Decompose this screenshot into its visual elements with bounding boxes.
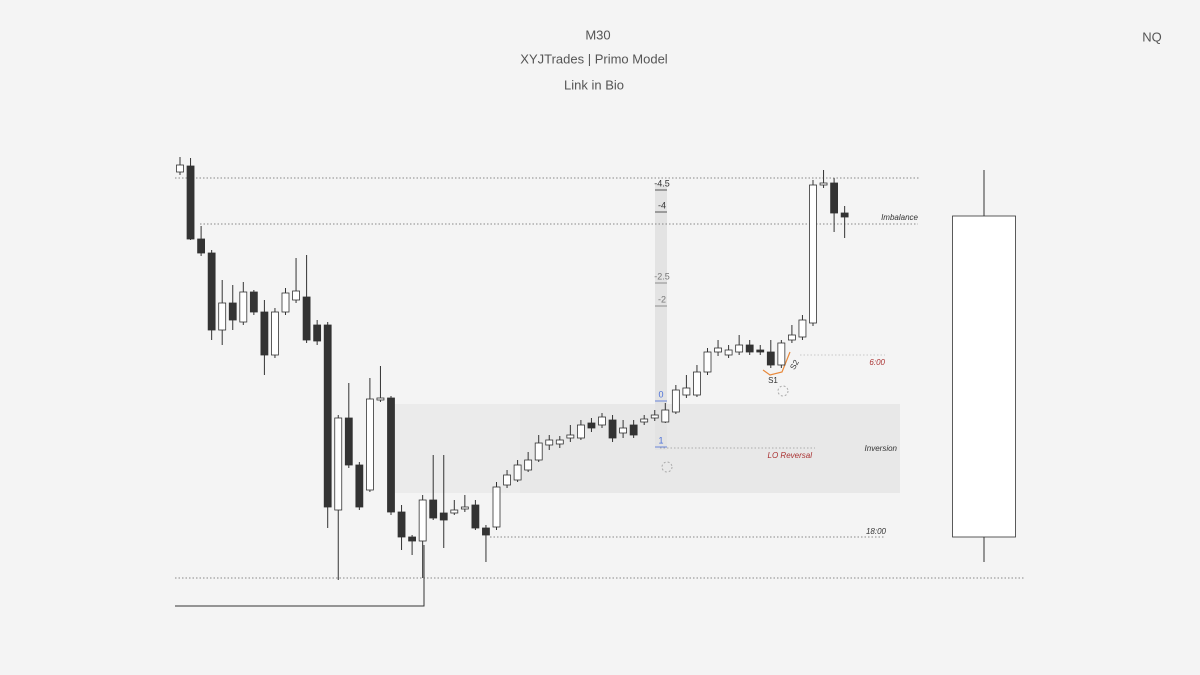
- candle-body: [524, 459, 533, 471]
- annotation: 6:00: [869, 358, 885, 367]
- annotation: LO Reversal: [768, 451, 813, 460]
- candle-body: [492, 486, 501, 528]
- candle-body: [587, 422, 596, 429]
- annotation: S2: [788, 358, 801, 371]
- candle-body: [640, 418, 649, 423]
- candle-body: [344, 417, 353, 466]
- candle-body: [334, 417, 343, 511]
- candle-body: [207, 252, 216, 331]
- caption: Link in Bio: [564, 77, 624, 92]
- annotation: -2.5: [654, 271, 670, 281]
- candle-body: [534, 442, 543, 461]
- candle-body: [830, 182, 838, 214]
- candle-body: [176, 164, 184, 173]
- annotation: -2: [658, 294, 666, 304]
- candle-body: [714, 347, 722, 353]
- candle-body: [355, 464, 364, 508]
- candle-body: [682, 387, 691, 396]
- candle-body: [397, 511, 406, 538]
- candle-body: [661, 409, 670, 423]
- candle-body: [313, 324, 322, 342]
- candle-body: [408, 536, 417, 542]
- candle-body: [387, 397, 395, 513]
- candle-body: [292, 290, 300, 301]
- annotation: -4: [658, 200, 666, 210]
- candle-body: [619, 427, 627, 434]
- candle-body: [766, 351, 775, 366]
- candle-body: [249, 291, 258, 313]
- candle-body: [840, 212, 849, 218]
- sweep-line: [175, 545, 425, 607]
- candle-body: [809, 184, 817, 324]
- levels: [175, 177, 1025, 579]
- candle-body: [281, 292, 290, 313]
- subtitle: XYJTrades | Primo Model: [520, 51, 667, 66]
- candle-body: [239, 291, 248, 323]
- candle-body: [503, 474, 511, 486]
- candle-body: [186, 165, 195, 240]
- candle-body: [218, 302, 227, 331]
- zone-inner: [520, 404, 900, 493]
- candle-body: [271, 311, 279, 356]
- candle-body: [724, 349, 733, 356]
- fib-bar: [655, 184, 667, 450]
- candle-body: [952, 215, 1016, 538]
- candle-body: [608, 419, 617, 439]
- candle-body: [598, 416, 606, 426]
- candle-body: [735, 344, 744, 353]
- candle-body: [693, 371, 701, 396]
- symbol: NQ: [1142, 29, 1162, 44]
- candle-body: [471, 504, 480, 529]
- candle-body: [302, 296, 311, 341]
- candle-body: [650, 414, 659, 419]
- candle-body: [756, 349, 765, 353]
- candle-body: [228, 302, 237, 321]
- candle-body: [439, 512, 448, 521]
- annotation: S1: [768, 376, 778, 385]
- candle-body: [555, 439, 564, 445]
- candle-body: [260, 311, 269, 356]
- candle-body: [703, 351, 712, 373]
- candle-body: [323, 324, 332, 508]
- candle-body: [429, 499, 438, 519]
- candle-body: [745, 344, 754, 353]
- annotation: 0: [658, 389, 663, 399]
- annotation: Imbalance: [881, 213, 918, 222]
- candle-body: [629, 424, 638, 436]
- candle-body: [545, 439, 554, 446]
- annotation: -4.5: [654, 178, 670, 188]
- annotation: Inversion: [865, 444, 898, 453]
- candle-body: [788, 334, 796, 341]
- candle-body: [376, 397, 385, 401]
- candle-body: [450, 509, 459, 514]
- candle-body: [798, 319, 807, 338]
- candle-body: [418, 499, 427, 542]
- candle-body: [566, 434, 575, 439]
- candle-body: [513, 464, 522, 481]
- marker: [777, 385, 789, 397]
- candle-body: [197, 238, 206, 254]
- candle-body: [819, 182, 828, 186]
- annotation: 1: [658, 435, 663, 445]
- candle-body: [460, 506, 469, 510]
- annotation: 18:00: [866, 527, 887, 536]
- candle-body: [365, 398, 374, 491]
- swing-marker: [762, 351, 791, 376]
- candle-body: [671, 389, 680, 413]
- candle-body: [482, 527, 490, 536]
- marker: [661, 461, 673, 473]
- candle-body: [777, 342, 786, 366]
- candle-body: [577, 424, 585, 439]
- chart-title: M30: [585, 27, 610, 42]
